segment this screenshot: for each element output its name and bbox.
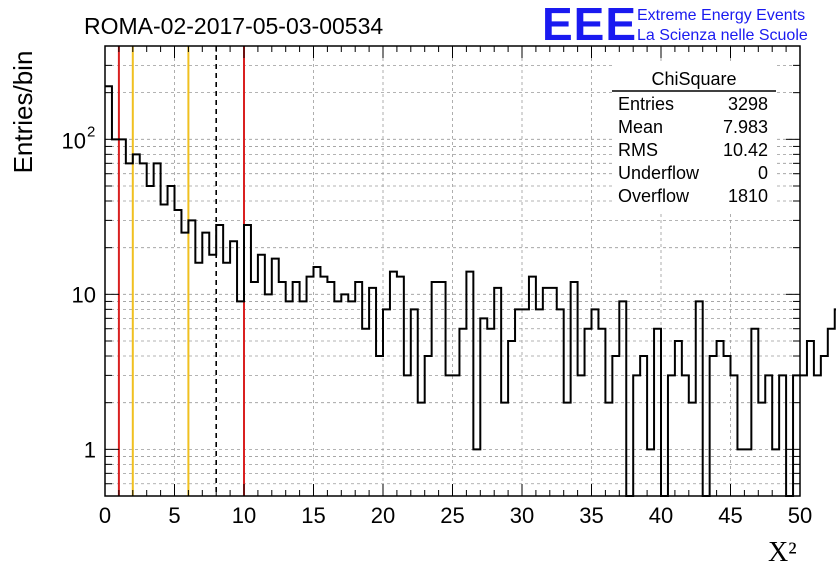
x-tick-label: 20	[371, 503, 395, 528]
stats-value-underflow: 0	[758, 163, 768, 183]
x-tick-label: 25	[440, 503, 464, 528]
stats-label-rms: RMS	[618, 140, 658, 160]
stats-value-rms: 10.42	[723, 140, 768, 160]
histogram-outline	[105, 85, 836, 497]
y-tick-label: 10	[62, 128, 86, 153]
stats-value-entries: 3298	[728, 94, 768, 114]
stats-box-bg	[612, 62, 776, 212]
grid	[105, 46, 800, 496]
y-tick-label: 1	[84, 437, 96, 462]
stats-label-underflow: Underflow	[618, 163, 700, 183]
stats-value-overflow: 1810	[728, 186, 768, 206]
x-tick-label: 5	[168, 503, 180, 528]
chart-title: ROMA-02-2017-05-03-00534	[84, 13, 383, 39]
y-tick-label-exponent: 2	[87, 123, 95, 140]
histogram	[105, 85, 836, 497]
stats-label-overflow: Overflow	[618, 186, 690, 206]
x-tick-label: 15	[301, 503, 325, 528]
x-tick-label: 40	[649, 503, 673, 528]
eee-logo: EEE Extreme Energy Events La Scienza nel…	[542, 0, 808, 50]
x-tick-label: 10	[232, 503, 256, 528]
eee-logo-mark: EEE	[542, 0, 637, 50]
stats-title: ChiSquare	[651, 69, 736, 89]
eee-logo-line1: Extreme Energy Events	[637, 7, 805, 24]
stats-value-mean: 7.983	[723, 117, 768, 137]
stats-box: ChiSquare Entries 3298 Mean 7.983 RMS 10…	[612, 62, 776, 212]
y-axis-label: Entries/bin	[8, 51, 38, 174]
reference-lines	[117, 46, 245, 496]
x-tick-label: 35	[579, 503, 603, 528]
x-tick-label: 30	[510, 503, 534, 528]
x-tick-label: 50	[788, 503, 812, 528]
y-tick-label: 10	[72, 282, 96, 307]
stats-label-mean: Mean	[618, 117, 663, 137]
x-axis-label: X²	[768, 537, 797, 568]
x-tick-label: 45	[718, 503, 742, 528]
x-tick-label: 0	[99, 503, 111, 528]
stats-label-entries: Entries	[618, 94, 674, 114]
eee-logo-line2: La Scienza nelle Scuole	[637, 27, 808, 44]
